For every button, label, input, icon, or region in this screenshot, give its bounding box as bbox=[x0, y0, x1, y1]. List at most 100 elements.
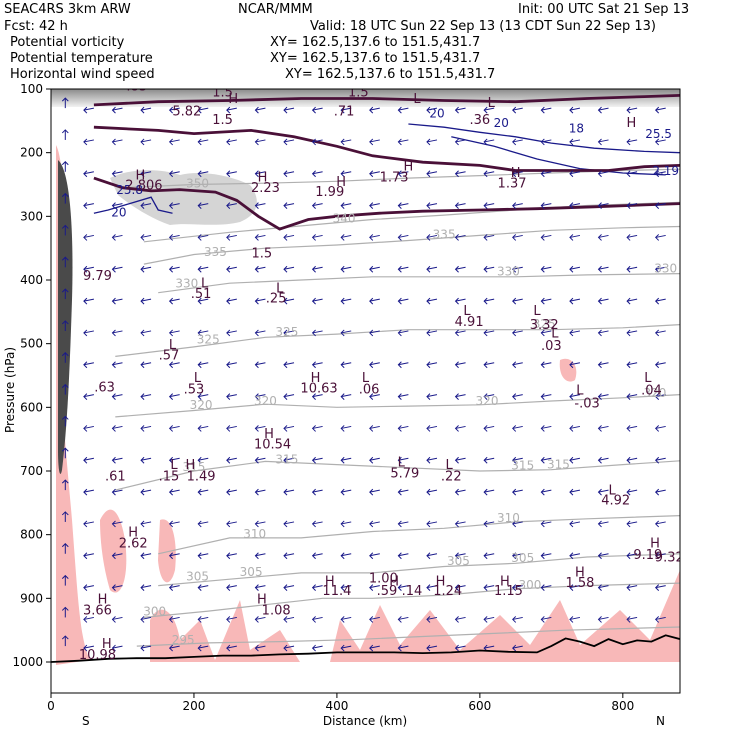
wind-arrow bbox=[83, 170, 94, 178]
wind-arrow-head bbox=[168, 552, 174, 560]
wind-arrow bbox=[83, 202, 94, 209]
extremum-marker: H bbox=[389, 575, 399, 590]
wind-arrow bbox=[483, 170, 495, 178]
wind-arrow bbox=[597, 552, 609, 560]
wind-arrow-head bbox=[454, 106, 459, 114]
wind-arrow bbox=[597, 361, 609, 369]
wind-arrow-head bbox=[397, 584, 402, 591]
wind-arrow-head bbox=[226, 644, 231, 652]
wind-arrow-head bbox=[83, 361, 88, 369]
wind-arrow bbox=[83, 329, 94, 337]
wind-arrow-head bbox=[597, 202, 602, 209]
wind-arrow-shaft bbox=[283, 330, 295, 334]
wind-arrow-shaft bbox=[198, 139, 209, 143]
wind-arrow-head bbox=[197, 584, 202, 591]
pv-dark-column bbox=[58, 160, 73, 474]
wind-arrow-shaft bbox=[169, 234, 180, 238]
wind-arrow-head bbox=[654, 488, 660, 496]
wind-arrow-shaft bbox=[541, 553, 552, 557]
wind-arrow-head bbox=[426, 361, 431, 369]
wind-arrow-head bbox=[83, 552, 88, 560]
wind-arrow-shaft bbox=[112, 203, 123, 207]
wind-arrow-head bbox=[168, 456, 174, 464]
wind-arrow bbox=[483, 234, 495, 241]
wind-arrow bbox=[397, 552, 409, 560]
wind-arrow-shaft bbox=[627, 107, 638, 111]
wind-arrow bbox=[540, 170, 552, 178]
wind-arrow-head bbox=[111, 456, 116, 464]
wind-arrow-head bbox=[197, 329, 202, 337]
wind-arrow-shaft bbox=[569, 234, 581, 238]
wind-arrow bbox=[283, 329, 295, 337]
wind-arrow-shaft bbox=[655, 266, 666, 270]
wind-arrow-head bbox=[254, 361, 259, 369]
wind-arrow-shaft bbox=[83, 489, 94, 493]
wind-arrow-head bbox=[168, 329, 174, 337]
x-tick-label: 800 bbox=[611, 699, 634, 713]
wind-arrow-head bbox=[512, 329, 517, 337]
wind-arrow-head bbox=[83, 456, 88, 464]
wind-arrow-head bbox=[197, 297, 202, 305]
wind-arrow-shaft bbox=[541, 107, 552, 111]
wind-arrow-shaft bbox=[541, 266, 552, 270]
wind-arrow bbox=[597, 488, 609, 496]
wind-arrow-head bbox=[369, 361, 374, 369]
wind-arrow bbox=[569, 361, 581, 369]
wind-arrow-shaft bbox=[598, 107, 609, 111]
wind-arrow-shaft bbox=[341, 394, 352, 398]
wind-arrow-shaft bbox=[598, 330, 609, 334]
wind-contour-20 bbox=[408, 123, 680, 154]
wind-arrow bbox=[454, 265, 466, 273]
wind-arrow-shaft bbox=[598, 489, 609, 493]
wind-arrow-shaft bbox=[226, 521, 237, 525]
pv-label: 1.5 bbox=[348, 86, 369, 101]
wind-arrow-head bbox=[540, 297, 545, 305]
wind-arrow-shaft bbox=[83, 203, 94, 207]
wind-arrow bbox=[168, 425, 180, 432]
wind-arrow-head bbox=[61, 511, 69, 516]
wind-arrow-shaft bbox=[398, 298, 409, 302]
wind-speed-label: 25.8 bbox=[116, 183, 143, 197]
wind-arrow-head bbox=[311, 106, 316, 114]
wind-arrow bbox=[254, 456, 266, 464]
pv-label: 1.73 bbox=[380, 170, 409, 185]
wind-arrow-head bbox=[83, 488, 88, 496]
wind-arrow bbox=[140, 584, 152, 591]
wind-arrow bbox=[454, 552, 466, 560]
wind-arrow-shaft bbox=[140, 425, 152, 429]
wind-arrow-shaft bbox=[341, 107, 352, 111]
wind-arrow bbox=[226, 106, 237, 114]
wind-arrow-head bbox=[597, 393, 602, 400]
wind-arrow bbox=[626, 297, 638, 305]
wind-arrow-head bbox=[654, 138, 660, 146]
wind-arrow-shaft bbox=[341, 425, 352, 429]
wind-arrow bbox=[426, 329, 438, 337]
wind-arrow-head bbox=[340, 584, 345, 591]
wind-arrow-head bbox=[597, 297, 602, 305]
pv-label: 9.32 bbox=[655, 550, 684, 565]
wind-arrow-shaft bbox=[484, 203, 495, 207]
wind-arrow bbox=[226, 552, 237, 560]
wind-arrow-head bbox=[569, 329, 574, 337]
wind-arrow-head bbox=[226, 106, 231, 114]
theta-label: 350 bbox=[186, 177, 209, 191]
extremum-marker: H bbox=[228, 92, 238, 107]
wind-arrow bbox=[483, 393, 495, 400]
wind-arrow-shaft bbox=[283, 362, 295, 366]
wind-arrow-head bbox=[654, 170, 660, 178]
wind-arrow-head bbox=[226, 552, 231, 560]
wind-arrow bbox=[540, 456, 552, 464]
wind-arrow-head bbox=[226, 584, 231, 591]
wind-arrow-shaft bbox=[112, 585, 123, 589]
wind-arrow-head bbox=[369, 456, 374, 464]
extremum-marker: H bbox=[325, 575, 335, 590]
wind-arrow-shaft bbox=[484, 521, 495, 525]
extremum-marker: H bbox=[575, 566, 585, 581]
wind-arrow-head bbox=[397, 616, 402, 623]
wind-arrow-shaft bbox=[226, 616, 237, 620]
wind-arrow-head bbox=[168, 202, 174, 209]
wind-arrow bbox=[254, 361, 266, 369]
extremum-marker: H bbox=[627, 116, 637, 131]
theta-contour-325 bbox=[115, 324, 680, 357]
